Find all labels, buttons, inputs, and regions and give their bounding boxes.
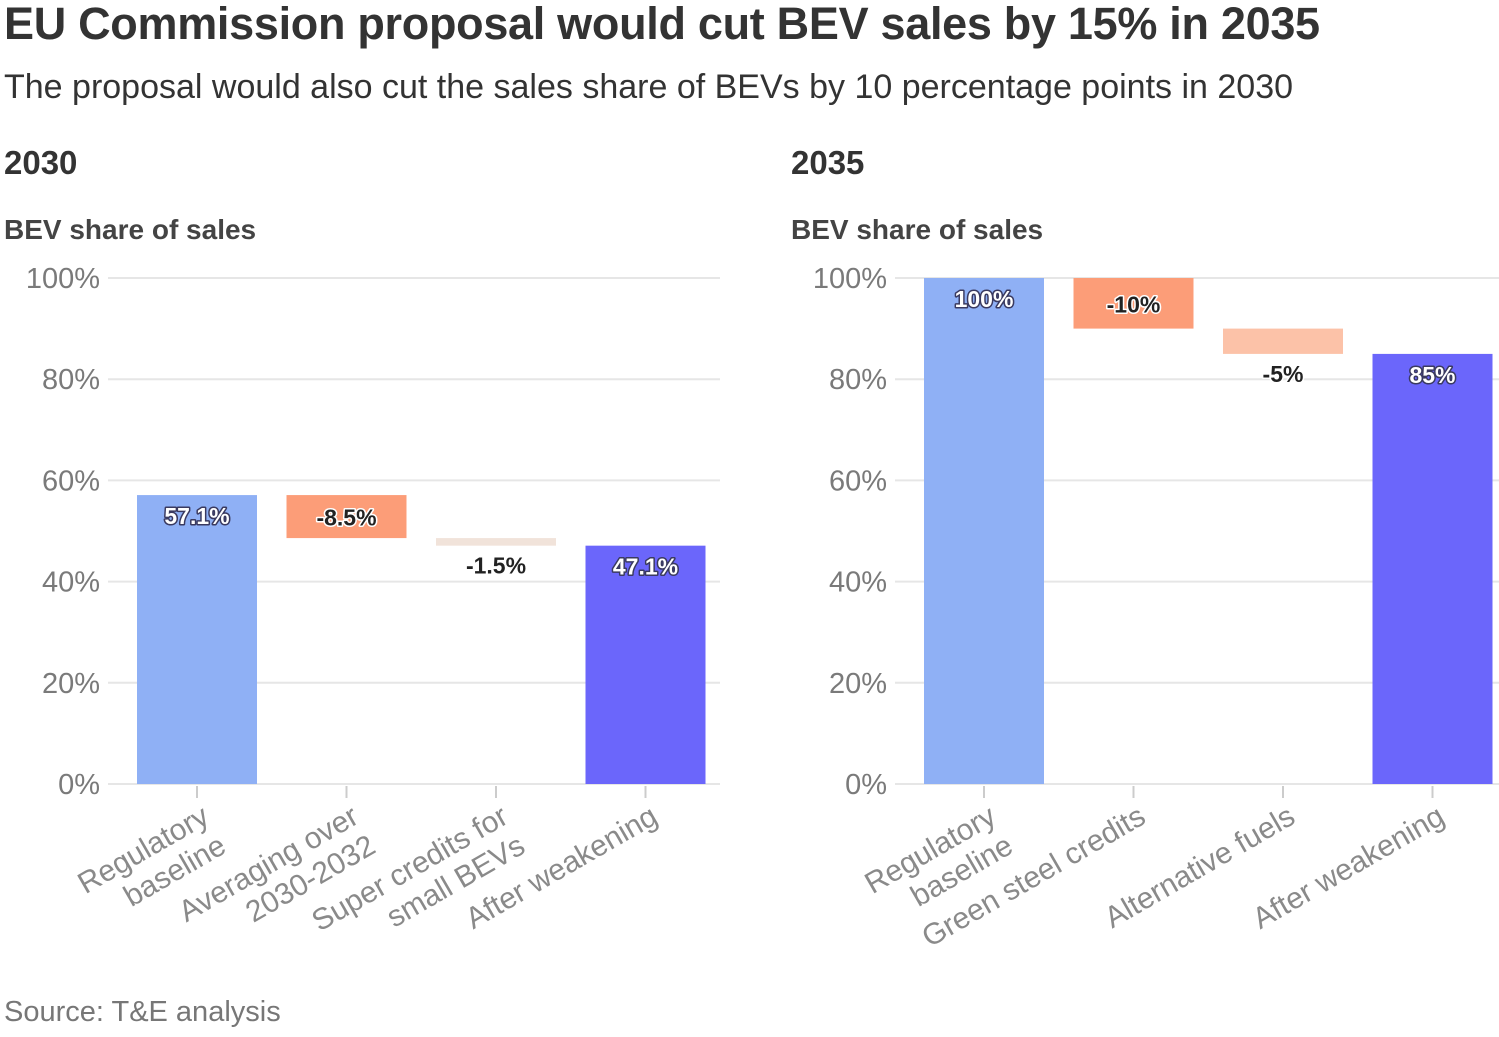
- y-tick-label: 0%: [58, 769, 100, 801]
- source-note: Source: T&E analysis: [4, 996, 281, 1028]
- y-tick-label: 80%: [829, 364, 887, 396]
- y-tick-label: 80%: [42, 364, 100, 396]
- y-tick-label: 20%: [829, 668, 887, 700]
- y-tick-label: 60%: [42, 465, 100, 497]
- bar-value-label: -8.5%: [316, 505, 376, 531]
- bar-value-label: -10%: [1107, 291, 1161, 317]
- bar-value-label: 85%: [1409, 362, 1455, 388]
- y-tick-label: 40%: [42, 567, 100, 599]
- total-bar: [1372, 353, 1493, 784]
- bar-value-label: 57.1%: [164, 503, 229, 529]
- y-tick-label: 20%: [42, 668, 100, 700]
- panel-ylabel-2030: BEV share of sales: [4, 214, 257, 245]
- delta-bar: [286, 495, 407, 539]
- y-tick-label: 60%: [829, 465, 887, 497]
- chart-title: EU Commission proposal would cut BEV sal…: [4, 0, 1320, 49]
- total-bar: [585, 545, 706, 784]
- waterfall-chart-2030: 0%20%40%60%80%100%57.1% -8.5%-1.5% 47.1%Re…: [26, 263, 720, 938]
- delta-bar: [1073, 278, 1194, 329]
- y-tick-label: 100%: [26, 263, 100, 295]
- delta-bar: [1223, 328, 1343, 354]
- bar-value-label: 47.1%: [613, 554, 678, 580]
- bar-value-label: 100%: [955, 286, 1014, 312]
- total-bar: [924, 278, 1044, 784]
- bar-value-label: -5%: [1263, 361, 1304, 387]
- y-tick-label: 0%: [845, 769, 887, 801]
- waterfall-chart-2035: 0%20%40%60%80%100%100% -10%-5% 85%Regulato…: [813, 263, 1499, 954]
- delta-bar: [436, 538, 556, 546]
- panel-ylabel-2035: BEV share of sales: [791, 214, 1044, 245]
- y-tick-label: 40%: [829, 567, 887, 599]
- bar-value-label: -1.5%: [466, 553, 526, 579]
- chart-subtitle: The proposal would also cut the sales sh…: [4, 68, 1294, 106]
- panel-title-2030: 2030: [4, 144, 78, 181]
- panel-title-2035: 2035: [791, 144, 865, 181]
- y-tick-label: 100%: [813, 263, 887, 295]
- total-bar: [137, 495, 257, 784]
